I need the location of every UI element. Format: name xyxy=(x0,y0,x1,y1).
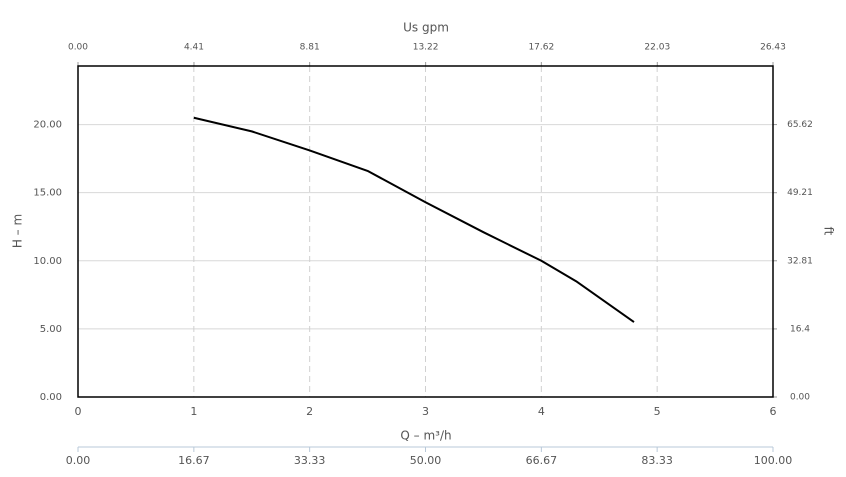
x3-tick-label: 0.00 xyxy=(66,454,91,467)
x3-tick-label: 50.00 xyxy=(410,454,442,467)
x3-tick-label: 100.00 xyxy=(754,454,793,467)
x2-tick-label: 13.22 xyxy=(413,43,439,53)
y-axis-title: H – m xyxy=(11,214,25,248)
y-tick-label: 15.00 xyxy=(33,188,62,199)
y-tick-label: 20.00 xyxy=(33,120,62,131)
x-axis-title: Q – m³/h xyxy=(400,429,451,443)
y-tick-label: 10.00 xyxy=(33,256,62,267)
y-tick-label: 0.00 xyxy=(40,392,62,403)
x-tick-label: 4 xyxy=(538,405,545,418)
x2-tick-label: 17.62 xyxy=(528,43,554,53)
y2-tick-label: 65.62 xyxy=(787,120,813,130)
y2-tick-label: 0.00 xyxy=(790,393,810,403)
x3-tick-label: 33.33 xyxy=(294,454,326,467)
x-tick-label: 5 xyxy=(654,405,661,418)
x-tick-label: 6 xyxy=(770,405,777,418)
x3-tick-label: 16.67 xyxy=(178,454,210,467)
y2-axis-title: ft xyxy=(822,227,836,236)
y2-tick-label: 16.4 xyxy=(790,324,810,334)
curve xyxy=(193,116,635,323)
x2-tick-label: 0.00 xyxy=(68,43,88,53)
x3-tick-label: 83.33 xyxy=(641,454,673,467)
x-tick-label: 0 xyxy=(75,405,82,418)
x-tick-label: 1 xyxy=(190,405,197,418)
x2-axis-title: Us gpm xyxy=(403,21,449,35)
x2-tick-label: 4.41 xyxy=(184,43,204,53)
x2-tick-label: 8.81 xyxy=(300,43,320,53)
y2-tick-label: 32.81 xyxy=(787,256,813,266)
x2-tick-label: 22.03 xyxy=(644,43,670,53)
plot-frame xyxy=(77,65,774,398)
x-tick-label: 2 xyxy=(306,405,313,418)
y2-tick-label: 49.21 xyxy=(787,188,813,198)
x3-tick-label: 66.67 xyxy=(526,454,558,467)
x2-tick-label: 26.43 xyxy=(760,43,786,53)
x-tick-label: 3 xyxy=(422,405,429,418)
y-tick-label: 5.00 xyxy=(40,324,62,335)
